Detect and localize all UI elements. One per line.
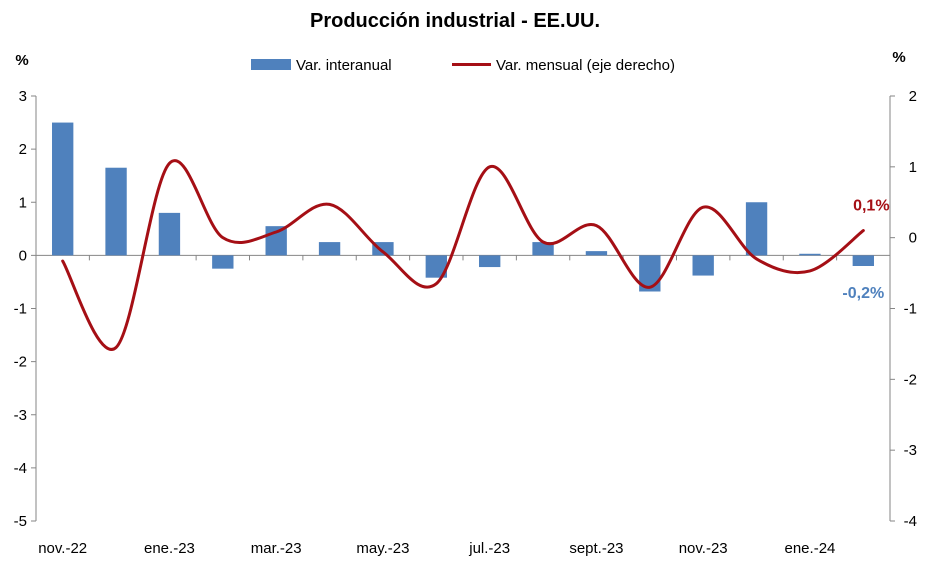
right-tick-label: 0: [909, 230, 917, 247]
x-tick-label: nov.-23: [679, 540, 728, 557]
left-axis-unit: %: [15, 52, 28, 69]
bar: [586, 251, 607, 255]
left-tick-label: -4: [14, 460, 27, 477]
left-tick-label: -1: [14, 301, 27, 318]
bar: [693, 255, 714, 275]
x-tick-label: ene.-23: [144, 540, 195, 557]
legend: Var. interanual Var. mensual (eje derech…: [251, 57, 675, 74]
bar: [319, 242, 340, 255]
left-tick-label: -5: [14, 513, 27, 530]
x-tick-label: jul.-23: [468, 540, 510, 557]
right-axis-unit: %: [892, 49, 905, 66]
left-tick-label: -2: [14, 354, 27, 371]
bar: [105, 168, 126, 256]
right-tick-label: -3: [904, 442, 917, 459]
right-tick-label: -4: [904, 513, 917, 530]
right-tick-label: -2: [904, 371, 917, 388]
right-tick-label: 1: [909, 159, 917, 176]
legend-label-bar: Var. interanual: [296, 57, 392, 74]
bar: [52, 123, 73, 256]
left-tick-label: 2: [19, 141, 27, 158]
x-tick-label: sept.-23: [569, 540, 623, 557]
right-tick-label: 2: [909, 88, 917, 105]
bar: [853, 255, 874, 266]
left-tick-label: -3: [14, 407, 27, 424]
left-tick-label: 3: [19, 88, 27, 105]
data-label-yoy: -0,2%: [842, 285, 884, 302]
legend-swatch-bar: [251, 59, 291, 70]
x-tick-label: mar.-23: [251, 540, 302, 557]
bar-series: [52, 123, 874, 292]
data-labels: 0,1% -0,2%: [842, 198, 889, 302]
axes: 3 2 1 0 -1 -2 -3 -4 -5 2 1 0 -1 -2 -3 -4 nov.-22 ene.-23 m…: [14, 88, 917, 557]
right-tick-label: -1: [904, 301, 917, 318]
bar: [746, 202, 767, 255]
bar: [159, 213, 180, 256]
bar: [479, 255, 500, 267]
bar: [212, 255, 233, 268]
x-tick-label: nov.-22: [38, 540, 87, 557]
chart-title: Producción industrial - EE.UU.: [310, 10, 600, 32]
left-tick-label: 0: [19, 247, 27, 264]
x-tick-label: may.-23: [356, 540, 409, 557]
data-label-monthly: 0,1%: [853, 198, 889, 215]
bar: [799, 254, 820, 256]
legend-label-line: Var. mensual (eje derecho): [496, 57, 675, 74]
left-tick-label: 1: [19, 194, 27, 211]
x-tick-label: ene.-24: [785, 540, 836, 557]
